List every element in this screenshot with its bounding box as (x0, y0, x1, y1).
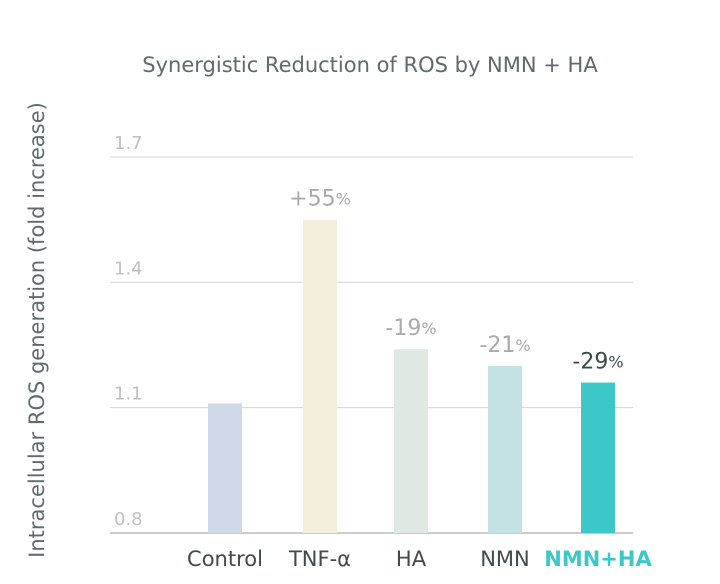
change-unit: % (336, 189, 351, 208)
change-number: -29 (572, 350, 608, 375)
bar (303, 219, 337, 533)
change-number: -21 (479, 333, 515, 358)
x-tick-label: HA (396, 547, 427, 571)
bar (208, 403, 242, 533)
bar (394, 349, 428, 533)
change-label: -29% (572, 350, 623, 375)
bar (581, 382, 615, 533)
change-label: -19% (385, 316, 436, 341)
x-tick-label: TNF-α (288, 547, 351, 571)
y-tick-label: 1.4 (114, 258, 143, 279)
x-tick-label: Control (187, 547, 263, 571)
change-unit: % (608, 352, 623, 371)
change-unit: % (515, 335, 530, 354)
change-number: -19 (385, 316, 421, 341)
x-tick-label: NMN (480, 547, 530, 571)
y-tick-label: 0.8 (114, 509, 143, 530)
x-tick-label: NMN+HA (544, 547, 652, 571)
y-tick-label: 1.7 (114, 133, 143, 154)
y-tick-label: 1.1 (114, 384, 143, 405)
bar (488, 365, 522, 533)
change-label: +55% (289, 187, 351, 212)
chart-title: Synergistic Reduction of ROS by NMN + HA (142, 53, 598, 77)
y-axis-label: Intracellular ROS generation (fold incre… (25, 102, 49, 558)
change-number: +55 (289, 187, 335, 212)
change-label: -21% (479, 333, 530, 358)
change-unit: % (421, 319, 436, 338)
